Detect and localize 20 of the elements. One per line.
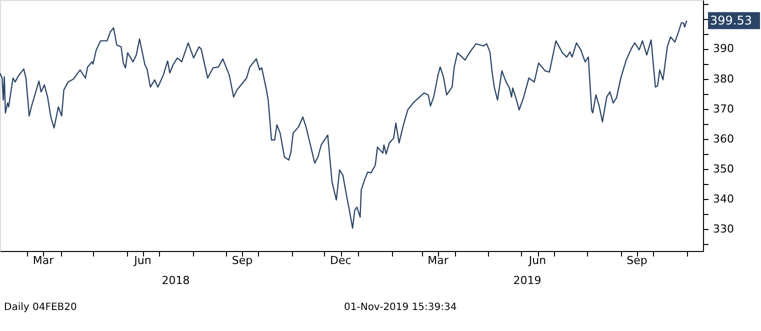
text: 2018 xyxy=(162,274,190,287)
text: 01-Nov-2019 15:39:34 xyxy=(344,302,457,313)
text: Daily 04FEB20 xyxy=(4,302,77,313)
x-tick-label: Sep xyxy=(626,254,648,267)
x-tick-label: Dec xyxy=(330,254,352,267)
y-tick-label: 330 xyxy=(713,222,734,236)
text: 2019 xyxy=(513,274,542,287)
y-tick-label: 340 xyxy=(713,192,734,206)
annotation: 399.53 xyxy=(710,14,752,28)
x-tick-label: Jun xyxy=(528,254,546,267)
y-tick-label: 370 xyxy=(713,102,734,116)
x-tick-label: Mar xyxy=(32,254,54,267)
x-tick-label: Sep xyxy=(232,254,253,267)
y-tick-label: 390 xyxy=(713,42,734,56)
y-tick-label: 380 xyxy=(713,72,734,86)
y-tick-label: 360 xyxy=(713,132,734,146)
line-series xyxy=(0,20,688,229)
x-tick-label: Jun xyxy=(133,254,152,267)
x-tick-label: Mar xyxy=(428,254,449,267)
y-tick-label: 350 xyxy=(713,162,734,176)
